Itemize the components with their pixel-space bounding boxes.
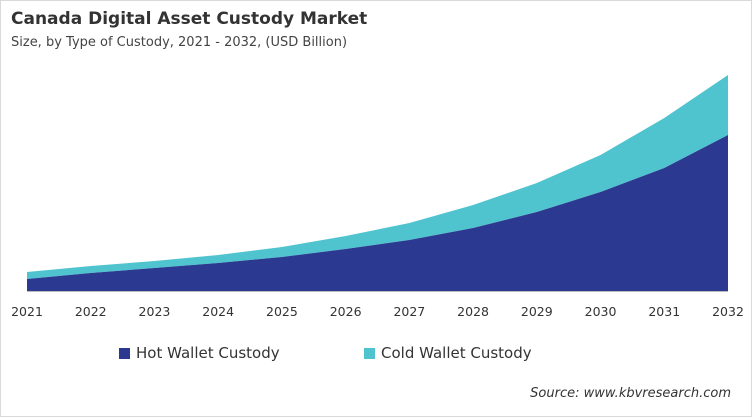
- legend-swatch-cold: [364, 347, 375, 359]
- x-tick-label: 2029: [521, 304, 553, 319]
- x-tick-label: 2032: [712, 304, 744, 319]
- source-note: Source: www.kbvresearch.com: [530, 386, 731, 401]
- legend-item-cold: Cold Wallet Custody: [364, 344, 532, 362]
- x-tick-label: 2024: [202, 304, 234, 319]
- x-tick-label: 2028: [457, 304, 489, 319]
- chart-subtitle: Size, by Type of Custody, 2021 - 2032, (…: [11, 35, 348, 50]
- x-tick-label: 2026: [330, 304, 362, 319]
- x-tick-label: 2030: [585, 304, 617, 319]
- legend-swatch-hot: [119, 347, 130, 359]
- area-series-hot-wallet: [27, 135, 728, 291]
- x-tick-label: 2021: [11, 304, 43, 319]
- x-tick-label: 2022: [75, 304, 107, 319]
- x-tick-label: 2025: [266, 304, 298, 319]
- x-tick-label: 2027: [393, 304, 425, 319]
- area-series-cold-wallet: [27, 75, 728, 279]
- legend-item-hot: Hot Wallet Custody: [119, 344, 280, 362]
- legend-label-hot: Hot Wallet Custody: [136, 344, 280, 362]
- chart-title: Canada Digital Asset Custody Market: [11, 9, 368, 29]
- legend-label-cold: Cold Wallet Custody: [381, 344, 532, 362]
- x-tick-label: 2023: [139, 304, 171, 319]
- x-tick-label: 2031: [648, 304, 680, 319]
